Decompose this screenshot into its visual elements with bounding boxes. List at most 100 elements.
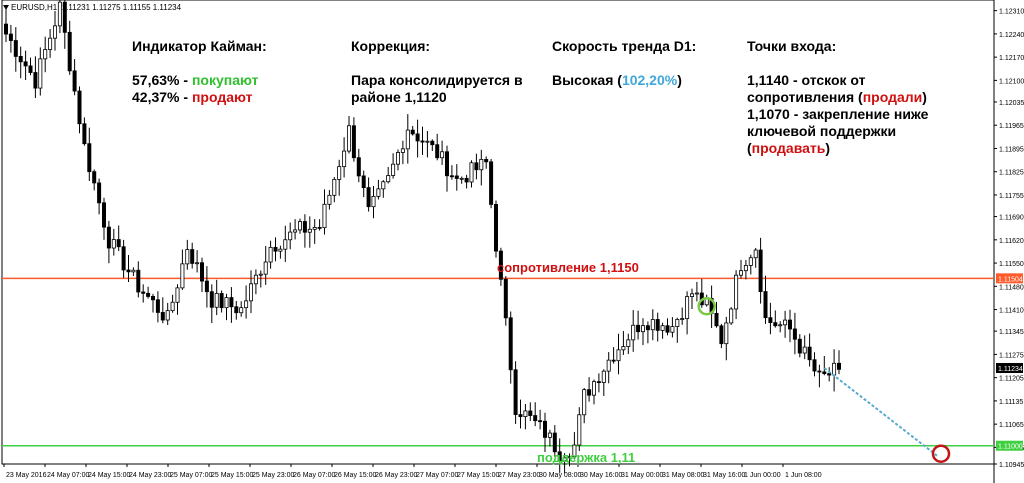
bull-candle-body [621,346,626,351]
candle [38,47,43,96]
candle [111,228,116,256]
kayman-title: Индикатор Кайман: [132,38,267,54]
x-tick-label: 26 May 23:00 [375,472,418,479]
x-tick-label: 25 May 23:00 [252,472,295,479]
candle [533,402,538,427]
candle [366,177,371,212]
trend-speed-value: Высокая [552,72,614,88]
candle [596,373,601,393]
candle [395,149,400,171]
x-tick-label: 25 May 15:00 [211,472,254,479]
entry-line-1: 1,1140 - отскок от [747,72,866,88]
bear-candle-body [106,226,111,249]
candle [136,261,141,298]
y-tick-label: 1.10945 [999,462,1024,469]
candle [43,36,48,73]
candle [493,200,498,258]
bear-candle-body [503,278,508,319]
candle [155,291,160,323]
candle [351,117,356,162]
candle [778,321,783,333]
bull-candle-body [381,181,386,190]
candle [719,323,724,349]
bull-candle-body [224,297,229,309]
bear-candle-body [209,291,214,308]
bear-candle-body [552,432,557,453]
x-tick-label: 1 Jun 08:00 [785,472,822,479]
bull-candle-body [670,326,675,333]
candle [479,149,484,186]
candle [621,331,626,355]
candle [518,399,523,429]
buy-word: покупают [191,72,259,88]
candle [97,178,102,215]
bull-candle-body [616,349,621,362]
candle [376,179,381,200]
candle [753,247,758,268]
candle [57,0,62,34]
bull-candle-body [690,293,695,297]
y-tick-label: 1.11065 [999,422,1024,429]
y-tick-label: 1.11275 [999,352,1024,359]
bull-candle-body [395,152,400,165]
candle [631,310,636,352]
candle [489,158,494,209]
candle [317,219,322,231]
candle [547,429,552,447]
candle [410,125,415,136]
candle [587,377,592,402]
candle [582,387,587,424]
x-tick-label: 26 May 15:00 [334,472,377,479]
x-tick-label: 24 May 07:00 [47,472,90,479]
dropdown-triangle-icon[interactable] [3,5,9,11]
bull-candle-body [175,287,180,303]
bear-candle-body [655,319,660,331]
candle [121,239,126,278]
candle [253,269,258,295]
y-tick-label: 1.11825 [999,170,1024,177]
candle [484,156,489,169]
candle [190,242,195,269]
bull-candle-body [601,370,606,383]
sell-percent: 42,37% [132,89,180,105]
candle [297,218,302,234]
candle [425,131,430,158]
bull-candle-body [327,194,332,205]
candle [92,169,97,191]
bear-candle-body [596,381,601,384]
bull-candle-body [734,274,739,310]
trend-open-paren: ( [613,72,622,88]
bear-candle-body [4,23,9,35]
bull-candle-body [479,158,484,171]
candle [739,259,744,279]
bear-candle-body [146,292,151,297]
bear-candle-body [773,322,778,327]
bear-candle-body [518,414,523,418]
bear-candle-body [543,420,548,438]
candle [405,114,410,164]
bull-candle-body [440,151,445,159]
candle [773,310,778,328]
bull-candle-body [778,324,783,327]
bear-candle-body [528,410,533,416]
entry-line-2-close: ) [922,89,927,105]
candle [4,9,9,42]
candle [763,275,768,324]
correction-title: Коррекция: [351,38,431,54]
bull-candle-body [214,293,219,308]
bear-candle-body [366,187,371,208]
bull-candle-body [283,239,288,250]
price-badge-label: 1.11234 [998,366,1023,373]
price-badge-label: 1.11000 [998,444,1023,451]
bull-candle-body [297,221,302,231]
candle [827,367,832,382]
bear-candle-body [351,125,356,159]
ohlc-readout: 1.11231 1.11275 1.11155 1.11234 [61,3,182,12]
candle [391,153,396,179]
bear-candle-body [449,175,454,178]
bull-candle-body [386,175,391,183]
candle [307,216,312,248]
bear-candle-body [493,203,498,252]
